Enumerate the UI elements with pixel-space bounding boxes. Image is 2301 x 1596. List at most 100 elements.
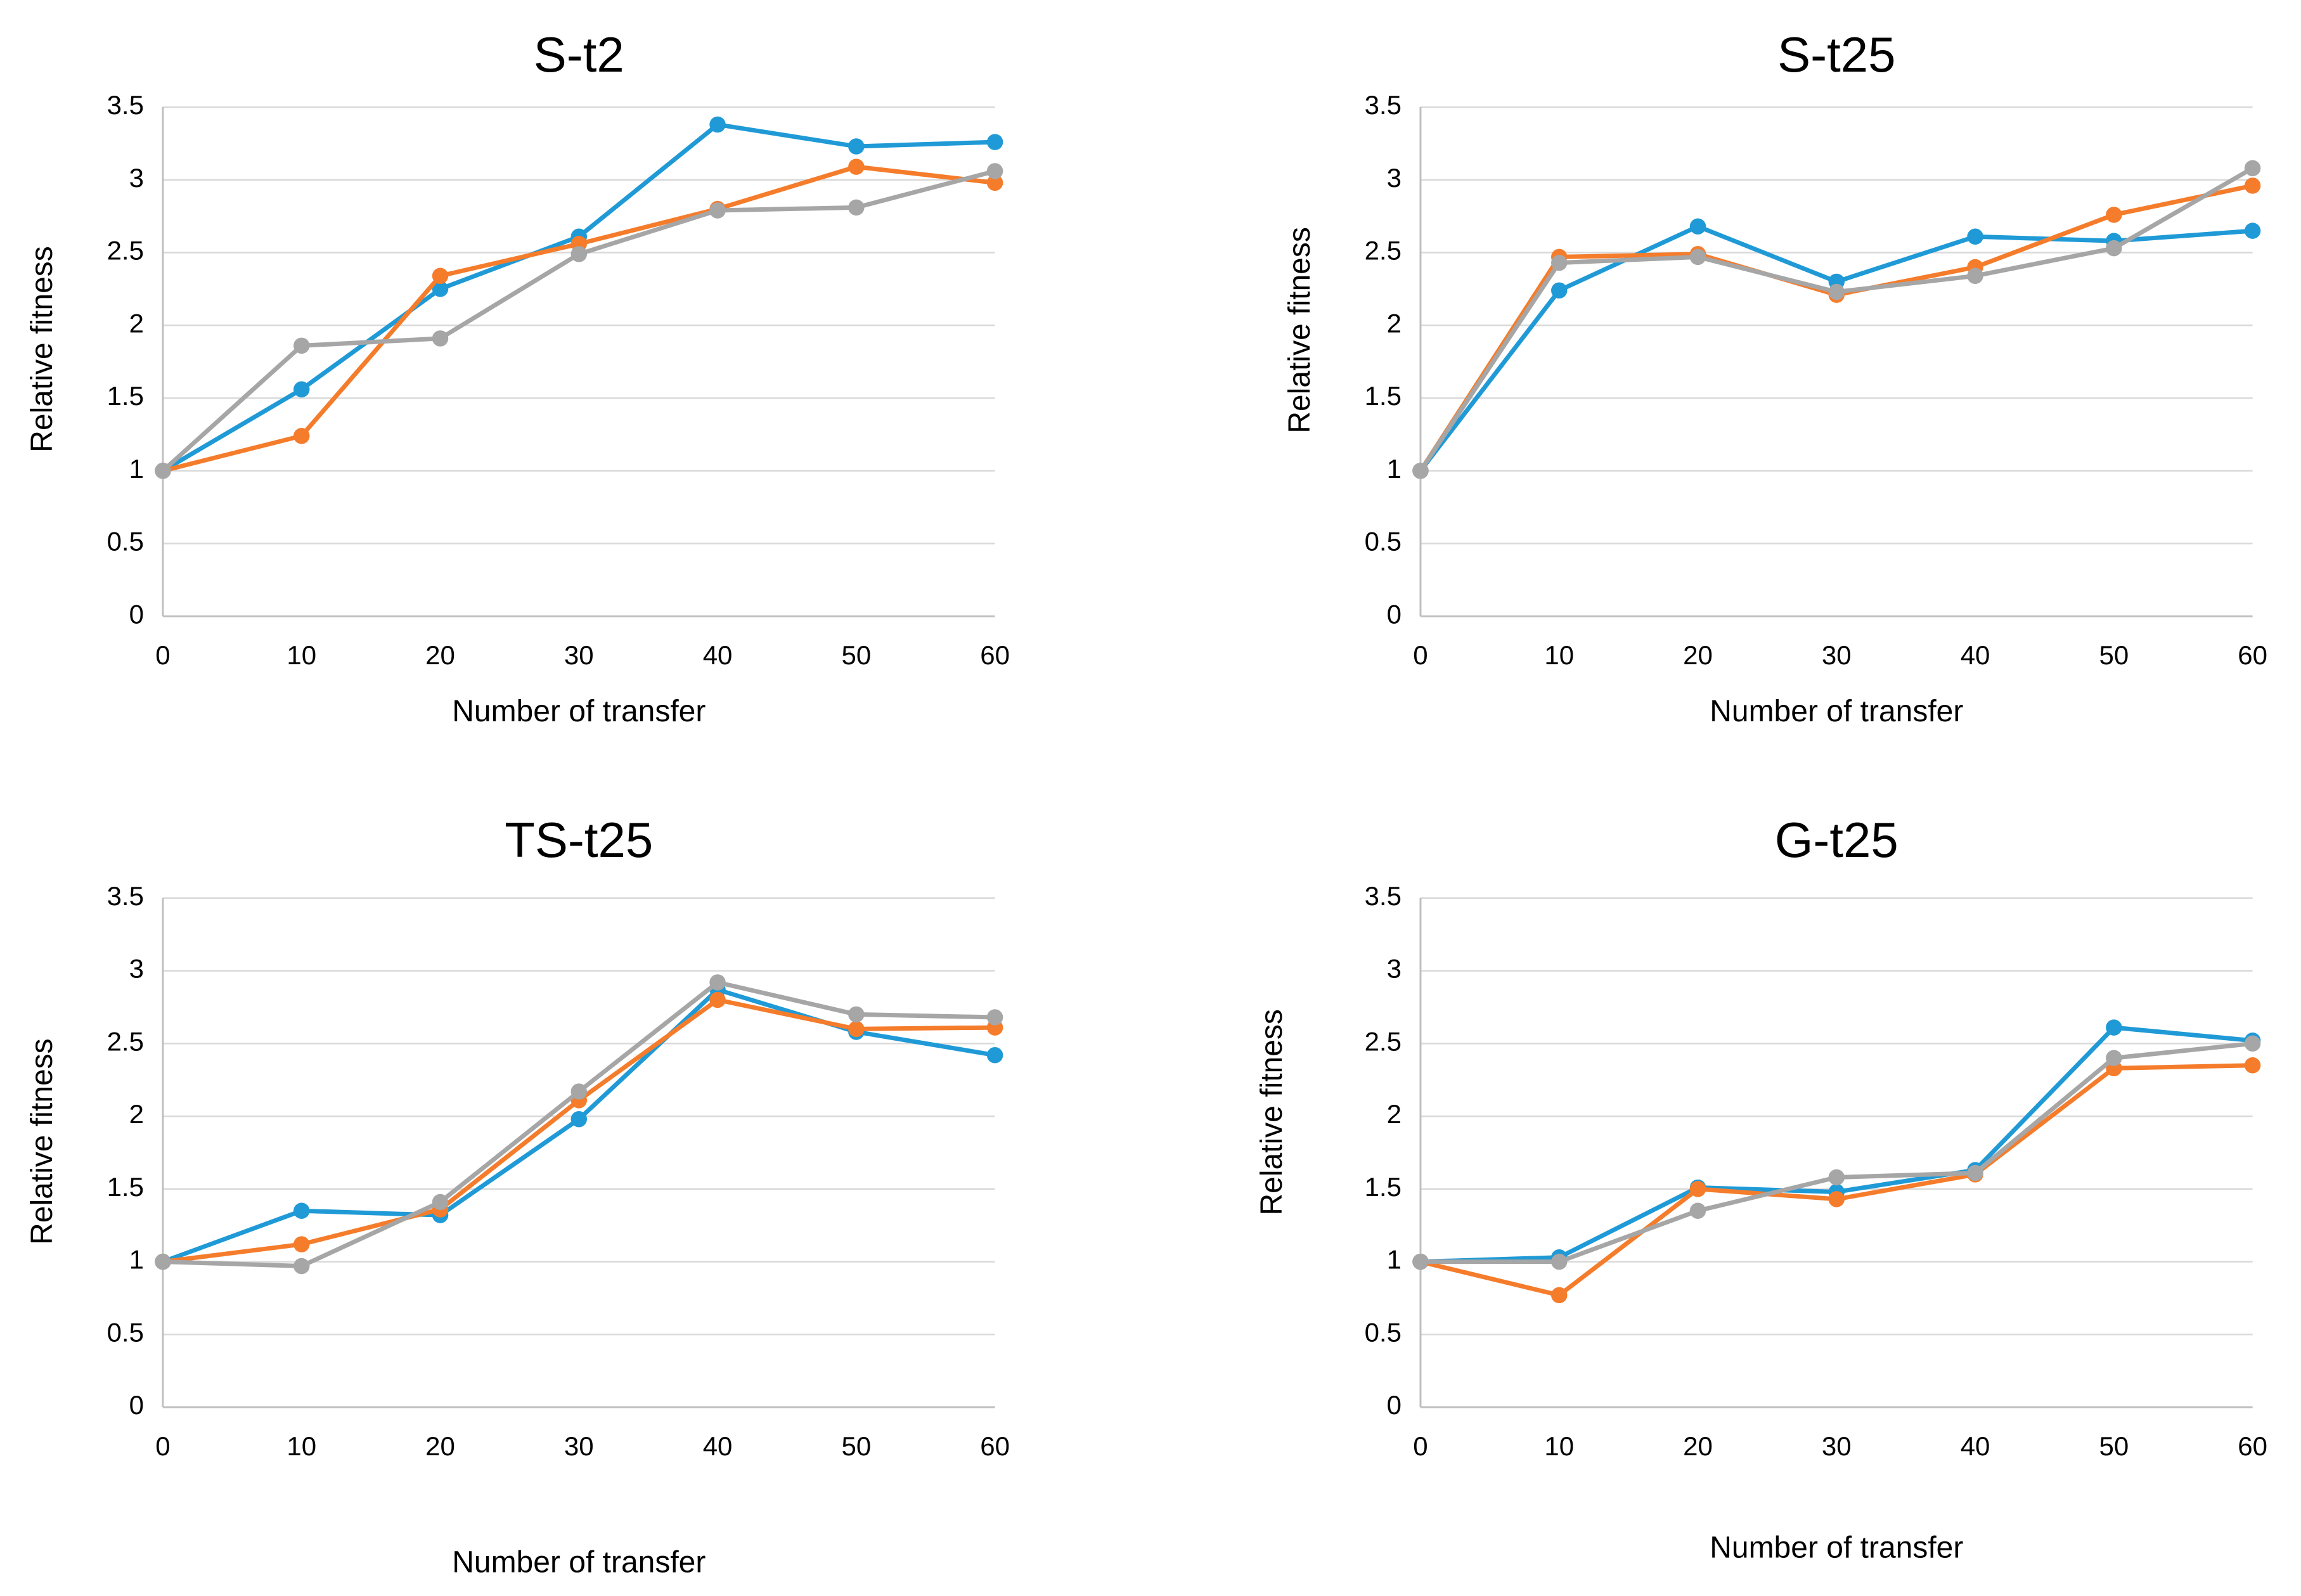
data-point-gray (1689, 248, 1706, 266)
data-point-orange (848, 158, 865, 175)
data-point-gray (986, 1009, 1003, 1026)
data-point-orange (709, 991, 726, 1008)
data-point-gray (1412, 463, 1429, 479)
data-point-gray (155, 1253, 171, 1270)
y-tick-label: 3 (129, 954, 144, 984)
data-point-orange (986, 174, 1003, 191)
data-point-orange (1828, 1191, 1845, 1207)
data-point-gray (1828, 1169, 1845, 1186)
data-point-blue (570, 1110, 588, 1128)
data-point-gray (432, 330, 449, 347)
y-tick-label: 0 (1387, 599, 1402, 629)
data-point-gray (1689, 1202, 1706, 1220)
data-point-gray (1967, 267, 1983, 284)
data-point-gray (1967, 1164, 1983, 1181)
data-point-gray (293, 337, 310, 354)
y-tick-label: 2 (1387, 1099, 1402, 1129)
data-point-gray (1412, 1253, 1429, 1270)
chart-panel: S-t25 0 0.5 1 1.5 2 2.5 3 3.5 0 10 20 30 40 50 60 Number… (1283, 27, 2267, 728)
data-point-gray (2106, 1050, 2122, 1067)
y-tick-label: 1.5 (1365, 381, 1402, 411)
y-tick-label: 0.5 (1365, 527, 1402, 557)
series-line-orange (160, 164, 998, 473)
data-point-gray (570, 1083, 588, 1100)
y-tick-label: 2 (129, 1099, 144, 1129)
data-point-gray (2244, 160, 2261, 177)
x-tick-label: 20 (1683, 640, 1713, 670)
data-point-blue (709, 116, 726, 133)
x-tick-label: 0 (1413, 640, 1428, 670)
x-tick-label: 20 (425, 640, 455, 670)
x-tick-label: 30 (564, 640, 594, 670)
data-point-gray (986, 163, 1003, 179)
y-tick-label: 1.5 (107, 1172, 144, 1202)
x-tick-label: 0 (155, 640, 170, 670)
data-point-blue (2106, 1019, 2122, 1036)
data-point-blue (293, 381, 310, 398)
y-tick-label: 3.5 (1365, 881, 1402, 911)
y-tick-label: 2.5 (1365, 236, 1402, 266)
x-tick-label: 30 (564, 1431, 594, 1461)
y-axis-title: Relative fitness (25, 246, 59, 452)
y-tick-label: 1.5 (1365, 1172, 1402, 1202)
y-tick-label: 2.5 (107, 1026, 144, 1056)
x-tick-label: 50 (2099, 1431, 2129, 1461)
x-tick-label: 60 (980, 640, 1010, 670)
data-point-gray (709, 202, 726, 219)
data-point-gray (2106, 240, 2122, 257)
data-point-orange (293, 427, 310, 444)
y-tick-label: 0 (1387, 1390, 1402, 1420)
y-tick-label: 2.5 (1365, 1026, 1402, 1056)
x-tick-label: 50 (2099, 640, 2129, 670)
chart-title: TS-t25 (505, 812, 653, 868)
series-line-gray (160, 169, 998, 473)
series-line-blue (1418, 1025, 2255, 1265)
y-tick-label: 3 (129, 163, 144, 193)
y-tick-label: 0.5 (1365, 1317, 1402, 1347)
y-tick-label: 2.5 (107, 236, 144, 266)
y-tick-label: 1 (129, 1245, 144, 1275)
y-tick-label: 1 (129, 454, 144, 484)
data-point-gray (1551, 1253, 1568, 1270)
x-axis-title: Number of transfer (1710, 695, 1963, 728)
chart-panel: TS-t25 0 0.5 1 1.5 2 2.5 3 3.5 0 10 20 30 40 50 60 Numbe… (25, 812, 1010, 1580)
x-tick-label: 50 (841, 1431, 871, 1461)
y-tick-label: 0 (129, 1390, 144, 1420)
data-point-gray (155, 463, 171, 479)
x-axis-title: Number of transfer (452, 1546, 706, 1580)
chart-panel: S-t2 0 0.5 1 1.5 2 2.5 3 3.5 0 10 20 30 40 50 60 Number … (25, 27, 1010, 728)
data-point-gray (1828, 283, 1845, 300)
series-line-orange (160, 997, 998, 1265)
data-point-blue (432, 281, 449, 297)
data-point-gray (2244, 1035, 2261, 1052)
data-point-gray (432, 1194, 449, 1211)
data-point-blue (1551, 282, 1568, 299)
y-tick-label: 2 (1387, 308, 1402, 338)
data-point-blue (986, 1046, 1003, 1064)
x-axis-title: Number of transfer (1710, 1531, 1963, 1564)
y-tick-label: 1.5 (107, 381, 144, 411)
series-line-orange (1418, 183, 2255, 473)
y-tick-label: 3.5 (107, 881, 144, 911)
data-point-orange (848, 1020, 865, 1038)
series-line-gray (1418, 1041, 2255, 1265)
x-tick-label: 10 (1544, 640, 1574, 670)
data-point-gray (293, 1258, 310, 1275)
data-point-blue (986, 134, 1003, 150)
chart-title: G-t25 (1775, 812, 1898, 868)
data-point-orange (1689, 1181, 1706, 1197)
y-axis-title: Relative fitness (1283, 227, 1317, 433)
y-tick-label: 1 (1387, 1245, 1402, 1275)
chart-title: S-t25 (1777, 27, 1895, 82)
data-point-gray (570, 246, 588, 262)
data-point-blue (1689, 218, 1706, 235)
y-axis-title: Relative fitness (25, 1038, 59, 1244)
y-tick-label: 3 (1387, 163, 1402, 193)
series-line-blue (1418, 224, 2255, 473)
x-tick-label: 60 (2238, 1431, 2267, 1461)
y-tick-label: 0 (129, 599, 144, 629)
x-tick-label: 60 (980, 1431, 1010, 1461)
data-point-blue (2244, 222, 2261, 239)
data-point-orange (1551, 1287, 1568, 1304)
